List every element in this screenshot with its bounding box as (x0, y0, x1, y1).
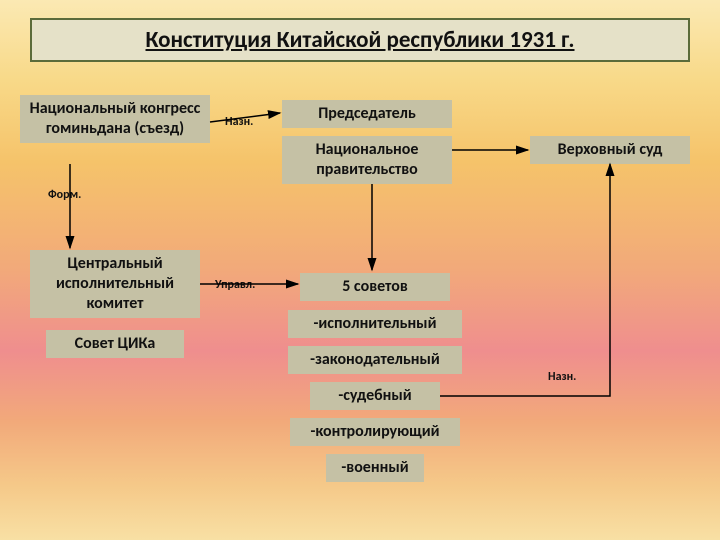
node-control-text: -контролирующий (310, 422, 439, 441)
node-judic: -судебный (310, 382, 440, 410)
node-chairman-text: Председатель (318, 104, 416, 123)
label-form: Форм. (48, 188, 81, 202)
node-military: -военный (326, 454, 424, 482)
node-natgov-text: Национальное правительство (316, 140, 419, 179)
node-chairman: Председатель (282, 100, 452, 128)
node-cec-text: Центральный исполнительный комитет (56, 254, 174, 313)
label-nazn1: Назн. (225, 115, 253, 129)
node-congress-text: Национальный конгресс гоминьдана (съезд) (30, 99, 201, 138)
node-supcourt-text: Верховный суд (558, 140, 663, 159)
node-legis: -законодательный (288, 346, 462, 374)
diagram-title: Конституция Китайской республики 1931 г. (30, 18, 690, 62)
node-natgov: Национальное правительство (282, 136, 452, 184)
node-control: -контролирующий (290, 418, 460, 446)
node-council-text: Совет ЦИКа (75, 334, 156, 353)
node-council: Совет ЦИКа (46, 330, 184, 358)
node-supcourt: Верховный суд (530, 136, 690, 164)
node-cec: Центральный исполнительный комитет (30, 250, 200, 318)
label-nazn2: Назн. (548, 370, 576, 384)
node-exec: -исполнительный (288, 310, 462, 338)
node-exec-text: -исполнительный (314, 314, 437, 333)
node-fivesov-text: 5 советов (342, 277, 408, 296)
node-military-text: -военный (341, 458, 408, 477)
label-upravl: Управл. (215, 278, 255, 292)
node-legis-text: -законодательный (310, 350, 440, 369)
node-judic-text: -судебный (338, 386, 411, 405)
node-fivesov: 5 советов (300, 273, 450, 301)
node-congress: Национальный конгресс гоминьдана (съезд) (20, 95, 210, 143)
